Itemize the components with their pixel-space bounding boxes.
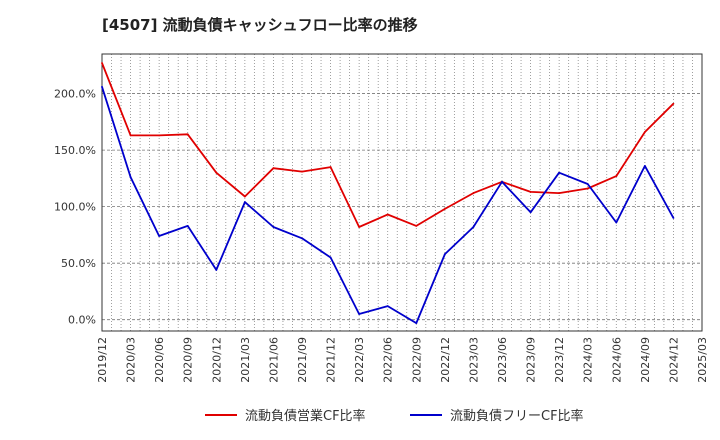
data-point [558, 192, 561, 194]
data-point [329, 166, 332, 168]
series-layer [101, 62, 675, 325]
x-tick-label: 2021/12 [325, 337, 338, 383]
x-tick-label: 2020/03 [125, 337, 138, 383]
data-point [586, 183, 589, 185]
data-point [158, 235, 161, 237]
chart-title: [4507] 流動負債キャッシュフロー比率の推移 [102, 16, 418, 34]
legend-label-1: 流動負債営業CF比率 [245, 408, 366, 424]
x-tick-label: 2024/09 [639, 337, 652, 383]
y-tick-label: 150.0% [54, 144, 96, 157]
data-point [243, 201, 246, 204]
x-tick-label: 2021/09 [296, 337, 309, 383]
data-point [101, 62, 103, 64]
grid [101, 54, 703, 331]
x-tick-label: 2020/12 [210, 337, 223, 383]
data-point [329, 256, 332, 259]
data-point [443, 207, 446, 210]
x-tick-label: 2024/06 [610, 337, 623, 383]
data-point [386, 305, 389, 308]
x-tick-label: 2023/03 [467, 337, 480, 383]
data-point [243, 195, 246, 198]
data-point [415, 322, 418, 324]
data-point [358, 313, 361, 315]
y-axis: 0.0% 50.0% 100.0% 150.0% 200.0% [54, 88, 96, 327]
data-point [272, 167, 275, 170]
data-point [215, 269, 218, 271]
data-point [586, 187, 589, 190]
data-point [415, 224, 418, 227]
data-point [215, 171, 218, 174]
data-point [672, 102, 675, 105]
data-point [529, 191, 532, 193]
data-point [129, 176, 132, 179]
legend: 流動負債営業CF比率 流動負債フリーCF比率 [205, 408, 584, 424]
data-point [443, 253, 446, 256]
data-point [672, 217, 675, 219]
x-axis: 2019/12 2020/03 2020/06 2020/09 2020/12 2021/… [96, 337, 709, 383]
data-point [643, 165, 646, 167]
data-point [101, 85, 103, 88]
data-point [472, 192, 475, 194]
x-tick-label: 2022/12 [439, 337, 452, 383]
x-tick-label: 2022/06 [382, 337, 395, 383]
x-tick-label: 2021/06 [267, 337, 280, 383]
y-tick-label: 100.0% [54, 201, 96, 214]
data-point [501, 180, 503, 183]
data-point [615, 175, 618, 178]
data-point [186, 224, 189, 227]
x-tick-label: 2019/12 [96, 337, 109, 383]
x-tick-label: 2020/06 [153, 337, 166, 383]
y-tick-label: 0.0% [68, 314, 96, 327]
data-point [158, 134, 161, 137]
data-point [358, 226, 361, 228]
legend-label-2: 流動負債フリーCF比率 [450, 408, 584, 424]
y-tick-label: 50.0% [61, 257, 96, 270]
x-tick-label: 2024/03 [582, 337, 595, 383]
x-tick-label: 2020/09 [182, 337, 195, 383]
y-tick-label: 200.0% [54, 88, 96, 101]
x-tick-label: 2023/06 [496, 337, 509, 383]
data-point [386, 213, 389, 216]
data-point [301, 237, 303, 240]
data-point [129, 134, 132, 137]
data-point [643, 131, 646, 133]
data-point [558, 171, 561, 174]
plot-frame [101, 53, 703, 332]
x-tick-label: 2023/09 [525, 337, 538, 383]
data-point [529, 211, 532, 214]
x-tick-label: 2022/03 [353, 337, 366, 383]
x-tick-label: 2021/03 [239, 337, 252, 383]
data-point [186, 133, 189, 136]
x-tick-label: 2024/12 [667, 337, 680, 383]
data-point [472, 226, 475, 228]
data-point [301, 170, 303, 173]
x-tick-label: 2025/03 [696, 337, 709, 383]
data-point [272, 226, 275, 228]
x-tick-label: 2023/12 [553, 337, 566, 383]
x-tick-label: 2022/09 [410, 337, 423, 383]
data-point [615, 221, 618, 224]
